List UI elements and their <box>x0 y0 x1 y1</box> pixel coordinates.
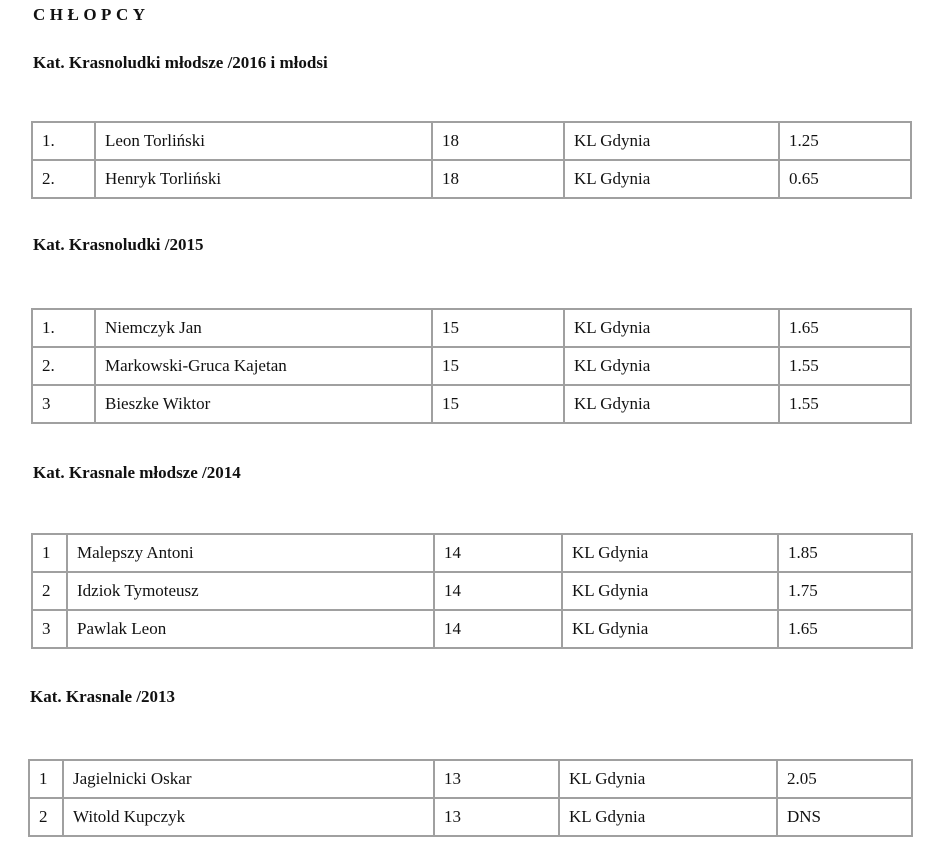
name-cell: Jagielnicki Oskar <box>62 759 435 799</box>
club-cell: KL Gdynia <box>558 759 778 799</box>
results-table: 1. Niemczyk Jan 15 KL Gdynia 1.65 2. Markowski… <box>31 308 912 424</box>
club-cell: KL Gdynia <box>561 533 779 573</box>
results-table: 1 Jagielnicki Oskar 13 KL Gdynia 2.05 2 Witold… <box>28 759 913 837</box>
place-cell: 3 <box>31 384 96 424</box>
name-cell: Niemczyk Jan <box>94 308 433 348</box>
points-cell: 14 <box>433 571 563 611</box>
page-title: CHŁOPCY <box>33 5 150 24</box>
club-cell: KL Gdynia <box>561 571 779 611</box>
name-cell: Henryk Torliński <box>94 159 433 199</box>
result-cell: 1.25 <box>778 121 912 161</box>
table-row: 2. Markowski-Gruca Kajetan 15 KL Gdynia 1.55 <box>31 346 912 386</box>
club-cell: KL Gdynia <box>563 308 780 348</box>
category-heading: Kat. Krasnale /2013 <box>30 687 175 706</box>
name-cell: Idziok Tymoteusz <box>66 571 435 611</box>
category-heading: Kat. Krasnoludki młodsze /2016 i młodsi <box>33 53 328 72</box>
club-cell: KL Gdynia <box>563 159 780 199</box>
name-cell: Pawlak Leon <box>66 609 435 649</box>
place-cell: 1. <box>31 308 96 348</box>
points-cell: 18 <box>431 121 565 161</box>
result-cell: 1.55 <box>778 384 912 424</box>
name-cell: Witold Kupczyk <box>62 797 435 837</box>
club-cell: KL Gdynia <box>563 121 780 161</box>
place-cell: 2 <box>31 571 68 611</box>
category-heading: Kat. Krasnoludki /2015 <box>33 235 204 254</box>
club-cell: KL Gdynia <box>561 609 779 649</box>
name-cell: Markowski-Gruca Kajetan <box>94 346 433 386</box>
points-cell: 15 <box>431 308 565 348</box>
result-cell: 1.85 <box>777 533 913 573</box>
club-cell: KL Gdynia <box>563 384 780 424</box>
place-cell: 2. <box>31 346 96 386</box>
points-cell: 14 <box>433 533 563 573</box>
table-row: 3 Pawlak Leon 14 KL Gdynia 1.65 <box>31 609 913 649</box>
points-cell: 15 <box>431 346 565 386</box>
points-cell: 15 <box>431 384 565 424</box>
name-cell: Leon Torliński <box>94 121 433 161</box>
results-table: 1 Malepszy Antoni 14 KL Gdynia 1.85 2 Idziok T… <box>31 533 913 649</box>
points-cell: 14 <box>433 609 563 649</box>
table-row: 2 Witold Kupczyk 13 KL Gdynia DNS <box>28 797 913 837</box>
place-cell: 3 <box>31 609 68 649</box>
result-cell: DNS <box>776 797 913 837</box>
points-cell: 18 <box>431 159 565 199</box>
place-cell: 1 <box>28 759 64 799</box>
table-row: 2. Henryk Torliński 18 KL Gdynia 0.65 <box>31 159 912 199</box>
table-row: 2 Idziok Tymoteusz 14 KL Gdynia 1.75 <box>31 571 913 611</box>
points-cell: 13 <box>433 797 560 837</box>
category-heading: Kat. Krasnale młodsze /2014 <box>33 463 241 482</box>
table-row: 1. Leon Torliński 18 KL Gdynia 1.25 <box>31 121 912 161</box>
result-cell: 1.55 <box>778 346 912 386</box>
club-cell: KL Gdynia <box>558 797 778 837</box>
points-cell: 13 <box>433 759 560 799</box>
name-cell: Malepszy Antoni <box>66 533 435 573</box>
results-table: 1. Leon Torliński 18 KL Gdynia 1.25 2. Henryk … <box>31 121 912 199</box>
result-cell: 1.65 <box>777 609 913 649</box>
result-cell: 0.65 <box>778 159 912 199</box>
table-row: 1 Jagielnicki Oskar 13 KL Gdynia 2.05 <box>28 759 913 799</box>
table-row: 1 Malepszy Antoni 14 KL Gdynia 1.85 <box>31 533 913 573</box>
result-cell: 1.65 <box>778 308 912 348</box>
place-cell: 2. <box>31 159 96 199</box>
table-row: 1. Niemczyk Jan 15 KL Gdynia 1.65 <box>31 308 912 348</box>
club-cell: KL Gdynia <box>563 346 780 386</box>
result-cell: 2.05 <box>776 759 913 799</box>
result-cell: 1.75 <box>777 571 913 611</box>
place-cell: 1. <box>31 121 96 161</box>
place-cell: 1 <box>31 533 68 573</box>
place-cell: 2 <box>28 797 64 837</box>
name-cell: Bieszke Wiktor <box>94 384 433 424</box>
table-row: 3 Bieszke Wiktor 15 KL Gdynia 1.55 <box>31 384 912 424</box>
